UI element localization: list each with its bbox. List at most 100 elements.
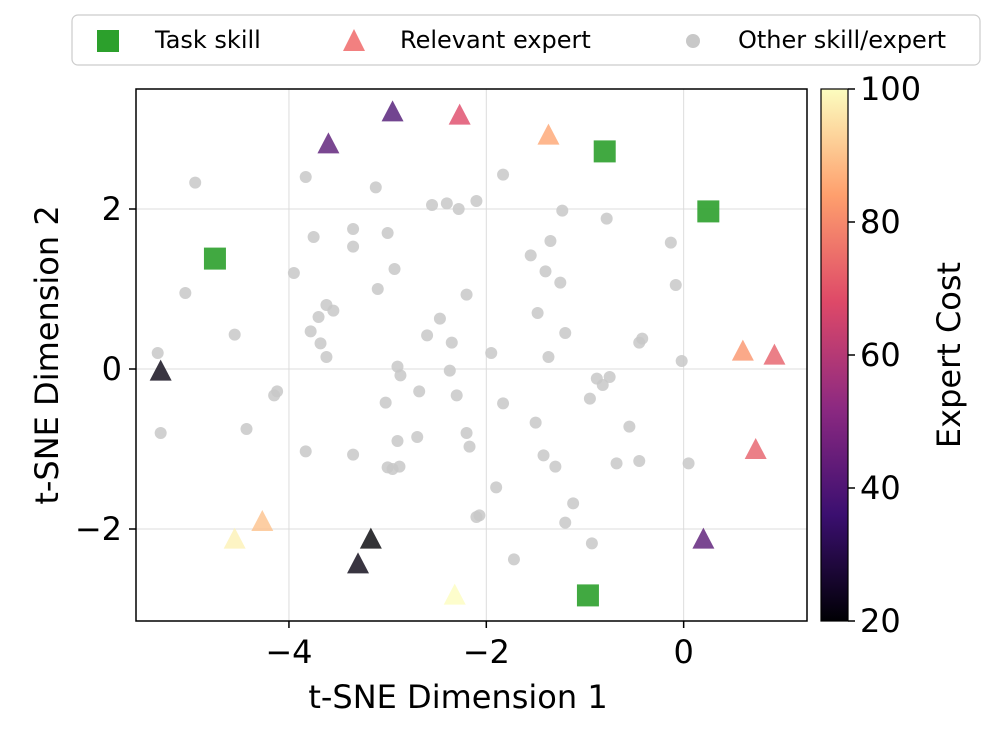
legend-marker-task-skill: [97, 30, 119, 52]
task-skill-point: [593, 140, 616, 163]
x-tick-label: 0: [673, 633, 693, 671]
other-point: [179, 287, 192, 299]
x-tick-label: −2: [463, 633, 510, 671]
relevant-expert-point: [149, 359, 172, 381]
other-point: [497, 397, 510, 410]
other-point: [433, 312, 446, 325]
other-point: [554, 276, 567, 289]
other-point: [452, 203, 465, 215]
other-point: [531, 307, 544, 319]
other-point: [463, 440, 476, 453]
other-point: [228, 328, 241, 341]
other-point: [299, 445, 312, 458]
other-point: [600, 212, 613, 225]
other-point: [460, 427, 473, 439]
relevant-expert-point: [359, 527, 382, 549]
other-point: [445, 336, 458, 349]
relevant-expert-point: [731, 339, 754, 361]
colorbar-gradient: [820, 88, 849, 622]
other-point: [189, 176, 202, 189]
colorbar: 20 40 60 80 100: [820, 70, 921, 640]
legend-marker-other: [686, 34, 700, 48]
y-axis-label: t-SNE Dimension 2: [28, 205, 66, 504]
other-point: [379, 396, 392, 409]
other-point: [567, 497, 580, 510]
relevant-expert-point: [744, 438, 767, 459]
other-point: [470, 195, 483, 207]
legend-marker-relevant-expert: [343, 29, 365, 51]
x-axis-label: t-SNE Dimension 1: [308, 678, 607, 716]
other-point: [539, 265, 552, 278]
relevant-expert-point: [251, 510, 274, 531]
other-point: [347, 448, 360, 461]
other-point: [413, 385, 426, 398]
other-point: [386, 463, 399, 475]
other-point: [312, 311, 325, 323]
other-point: [151, 347, 164, 359]
other-point: [529, 416, 542, 429]
y-tick-label: −2: [75, 510, 122, 548]
relevant-expert-point: [763, 343, 786, 365]
colorbar-tick-label: 60: [860, 336, 901, 374]
other-point: [537, 449, 550, 462]
other-point: [636, 332, 649, 345]
other-point: [381, 227, 394, 239]
other-point: [320, 351, 333, 363]
relevant-expert-point: [347, 552, 370, 574]
colorbar-tick-label: 100: [860, 70, 921, 108]
other-point: [154, 427, 167, 439]
other-point: [682, 457, 695, 470]
other-point: [603, 371, 616, 383]
other-point: [394, 369, 407, 382]
other-point: [369, 181, 382, 194]
relevant-expert-point: [692, 527, 715, 549]
other-point: [450, 389, 463, 402]
colorbar-tick-label: 80: [860, 203, 901, 241]
task-skill-point: [697, 200, 720, 223]
plot-frame: [135, 88, 808, 622]
other-point: [411, 431, 424, 443]
other-point: [371, 283, 384, 295]
other-point: [426, 199, 439, 211]
colorbar-tick-label: 20: [860, 602, 901, 640]
y-tick-label: 0: [102, 350, 122, 388]
task-skill-point: [576, 584, 599, 607]
other-point: [485, 347, 498, 359]
relevant-expert-point: [223, 527, 246, 549]
other-point: [549, 460, 562, 473]
other-point: [559, 516, 572, 529]
relevant-expert-point: [448, 103, 471, 125]
task-skill-point: [203, 247, 226, 270]
other-point: [610, 457, 623, 470]
axes: −4 −2 0 −2 0 2: [75, 190, 694, 671]
relevant-expert-point: [537, 123, 560, 145]
other-point: [287, 267, 300, 279]
other-point: [490, 481, 503, 494]
relevant-expert-point: [317, 132, 340, 154]
other-point: [299, 171, 312, 183]
other-point: [669, 279, 682, 291]
other-point: [524, 249, 537, 262]
legend-label-task-skill: Task skill: [154, 26, 261, 54]
other-point: [440, 197, 453, 210]
other-point: [391, 435, 404, 447]
other-point: [240, 423, 253, 435]
other-point: [443, 364, 456, 377]
relevant-expert-point: [381, 100, 404, 122]
other-point: [388, 263, 401, 275]
legend: Task skill Relevant expert Other skill/e…: [71, 14, 981, 66]
other-point: [633, 455, 646, 467]
other-point: [675, 355, 688, 367]
other-point: [544, 235, 557, 247]
other-point: [542, 351, 555, 363]
other-point: [347, 240, 360, 253]
other-point: [421, 329, 434, 342]
relevant-expert-point: [443, 583, 466, 605]
other-point: [664, 236, 677, 249]
colorbar-tick-label: 40: [860, 469, 901, 507]
other-point: [585, 537, 598, 550]
legend-label-relevant-expert: Relevant expert: [400, 26, 591, 54]
colorbar-label: Expert Cost: [930, 262, 968, 448]
other-point: [596, 379, 609, 391]
